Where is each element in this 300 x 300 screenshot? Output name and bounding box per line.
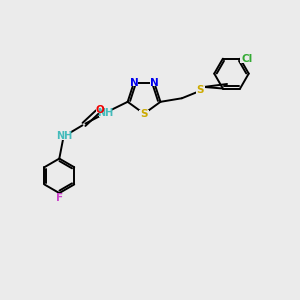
- Text: O: O: [95, 105, 104, 115]
- FancyBboxPatch shape: [240, 55, 253, 62]
- FancyBboxPatch shape: [96, 106, 103, 113]
- Text: Cl: Cl: [241, 54, 252, 64]
- FancyBboxPatch shape: [139, 110, 149, 118]
- FancyBboxPatch shape: [99, 109, 112, 117]
- FancyBboxPatch shape: [56, 195, 63, 202]
- Text: S: S: [140, 109, 148, 119]
- FancyBboxPatch shape: [58, 131, 71, 140]
- FancyBboxPatch shape: [130, 79, 138, 86]
- Text: F: F: [56, 194, 63, 203]
- Text: S: S: [196, 85, 204, 95]
- FancyBboxPatch shape: [150, 79, 158, 86]
- FancyBboxPatch shape: [196, 86, 205, 94]
- Text: NH: NH: [97, 108, 113, 118]
- Text: N: N: [130, 78, 138, 88]
- Text: NH: NH: [56, 131, 73, 141]
- Text: N: N: [150, 78, 159, 88]
